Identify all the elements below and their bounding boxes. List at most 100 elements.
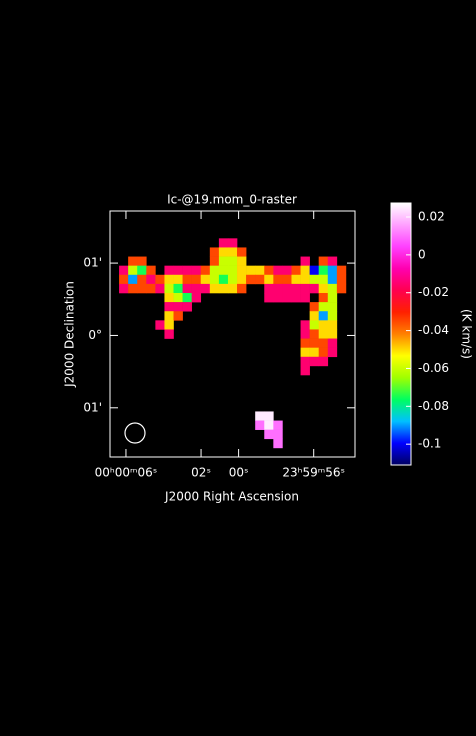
pixel <box>273 429 283 440</box>
pixel <box>327 338 338 348</box>
pixel <box>182 265 192 276</box>
pixel <box>155 283 165 294</box>
beam <box>124 422 146 444</box>
pixel <box>309 329 320 339</box>
pixel <box>300 265 310 276</box>
pixel <box>137 256 147 266</box>
pixel <box>291 265 301 276</box>
x-tick-label: 00ʰ00ᵐ06ˢ <box>95 466 158 480</box>
chart-title: Ic-@19.mom_0-raster <box>167 193 297 207</box>
pixel <box>173 302 183 312</box>
y-tick-label: 01' <box>83 256 102 270</box>
pixel <box>218 274 229 285</box>
pixel <box>119 274 129 285</box>
pixel <box>164 283 174 294</box>
pixel <box>309 265 320 276</box>
pixel <box>300 338 310 348</box>
pixel <box>155 274 165 285</box>
pixel <box>164 302 174 312</box>
pixel <box>282 274 292 285</box>
pixel <box>173 283 183 294</box>
pixel <box>191 283 202 294</box>
pixel <box>300 356 310 367</box>
pixel <box>264 265 274 276</box>
pixel <box>128 256 138 266</box>
pixel <box>227 247 238 257</box>
pixel <box>318 293 329 303</box>
pixel <box>336 274 347 285</box>
colorbar-tick-label: -0.06 <box>418 361 449 375</box>
pixel <box>209 283 220 294</box>
pixel <box>318 274 329 285</box>
plot-frame <box>109 210 356 458</box>
pixel <box>227 256 238 266</box>
pixel <box>273 283 283 294</box>
pixel <box>200 265 211 276</box>
pixel <box>300 293 310 303</box>
pixel <box>237 265 247 276</box>
pixel <box>309 274 320 285</box>
pixel <box>191 265 202 276</box>
pixel <box>164 293 174 303</box>
pixel <box>128 274 138 285</box>
x-axis-label: J2000 Right Ascension <box>164 490 299 504</box>
pixel <box>264 293 274 303</box>
pixel <box>318 283 329 294</box>
colorbar-tick-label: 0.02 <box>418 210 445 224</box>
pixel <box>164 311 174 321</box>
pixel <box>218 256 229 266</box>
pixel <box>327 302 338 312</box>
pixel <box>255 274 265 285</box>
colorbar <box>390 202 412 466</box>
pixel <box>282 265 292 276</box>
pixel <box>255 420 265 430</box>
pixel <box>318 302 329 312</box>
pixel <box>309 302 320 312</box>
pixel <box>227 238 238 248</box>
pixel <box>227 274 238 285</box>
pixel <box>318 329 329 339</box>
y-tick-label: 01' <box>83 400 102 414</box>
pixel <box>137 283 147 294</box>
colorbar-tick-label: 0 <box>418 247 426 261</box>
pixel <box>264 411 274 421</box>
pixel <box>300 274 310 285</box>
pixel <box>182 302 192 312</box>
pixel <box>318 338 329 348</box>
pixel <box>282 283 292 294</box>
pixel <box>218 247 229 257</box>
pixel <box>327 274 338 285</box>
pixel <box>209 256 220 266</box>
pixel <box>173 311 183 321</box>
pixel <box>282 293 292 303</box>
colorbar-tick-label: -0.08 <box>418 399 449 413</box>
pixel <box>318 311 329 321</box>
pixel <box>200 274 211 285</box>
pixel <box>200 283 211 294</box>
pixel <box>182 293 192 303</box>
pixel <box>137 274 147 285</box>
pixel <box>218 283 229 294</box>
pixel <box>336 265 347 276</box>
pixel <box>218 238 229 248</box>
pixel <box>318 320 329 330</box>
pixel <box>246 274 256 285</box>
pixel <box>173 293 183 303</box>
pixel <box>246 265 256 276</box>
pixel <box>119 283 129 294</box>
pixel <box>164 274 174 285</box>
pixel <box>309 283 320 294</box>
pixel <box>309 311 320 321</box>
pixel <box>146 265 156 276</box>
pixel <box>309 347 320 358</box>
pixel <box>209 247 220 257</box>
colorbar-label: (K km/s) <box>460 309 474 359</box>
x-tick-label: 23ʰ59ᵐ56ˢ <box>282 466 345 480</box>
pixel <box>191 274 202 285</box>
pixel <box>318 347 329 358</box>
colorbar-tick-label: -0.1 <box>418 437 441 451</box>
pixel <box>300 329 310 339</box>
pixel <box>327 347 338 358</box>
pixel <box>273 420 283 430</box>
